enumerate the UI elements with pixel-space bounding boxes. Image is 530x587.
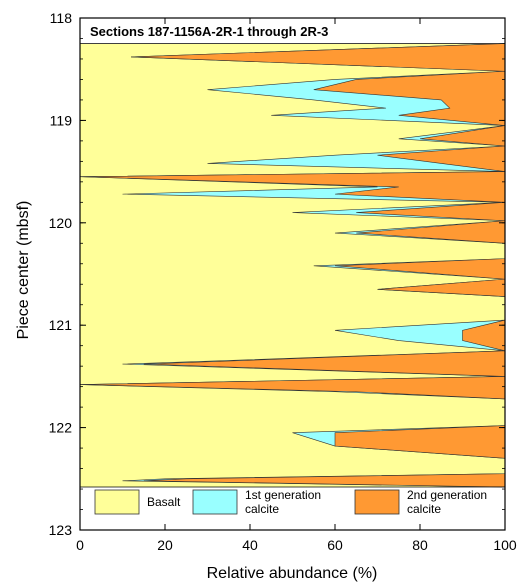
axes	[79, 17, 506, 531]
y-tick-label: 119	[50, 112, 73, 128]
legend-swatch	[94, 489, 140, 515]
x-tick-label: 40	[242, 537, 258, 553]
x-tick-label: 80	[412, 537, 428, 553]
y-axis-title: Piece center (mbsf)	[15, 201, 32, 340]
chart-title: Sections 187-1156A-2R-1 through 2R-3	[90, 24, 328, 39]
plot-frame	[79, 17, 506, 531]
y-tick-label: 122	[49, 420, 73, 436]
x-tick-label: 60	[327, 537, 343, 553]
y-tick-label: 123	[49, 522, 73, 538]
x-tick-label: 100	[493, 537, 517, 553]
x-tick-label: 20	[157, 537, 173, 553]
legend-swatch	[354, 489, 400, 515]
x-axis-title: Relative abundance (%)	[207, 565, 378, 582]
legend-label: calcite	[245, 502, 279, 516]
second-generation-calcite-area	[79, 43, 506, 488]
legend-label: 2nd generation	[407, 488, 487, 502]
legend-label: 1st generation	[245, 488, 321, 502]
legend-label: calcite	[407, 502, 441, 516]
y-tick-label: 118	[50, 10, 73, 26]
y-tick-label: 121	[49, 317, 73, 333]
area-layers	[79, 43, 506, 488]
y-tick-label: 120	[49, 215, 73, 231]
x-tick-label: 0	[76, 537, 84, 553]
legend-item: Basalt	[94, 489, 181, 515]
legend-swatch	[192, 489, 238, 515]
legend-label: Basalt	[147, 495, 181, 509]
tick-marks: 0 20 40 60 80 100 118 119 120 121 122 123	[49, 10, 517, 553]
